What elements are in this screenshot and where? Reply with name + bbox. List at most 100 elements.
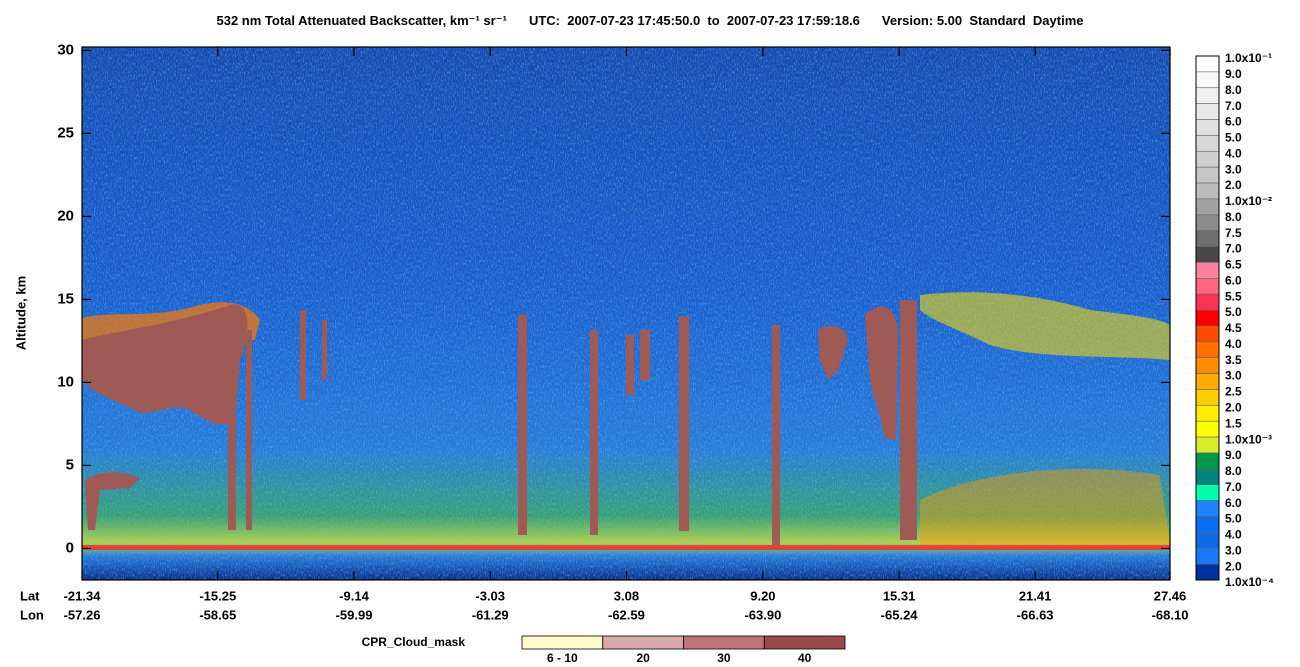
colorbar-cell [1195, 119, 1220, 136]
colorbar-label: 3.0 [1225, 162, 1242, 176]
colorbar-cell [1195, 373, 1220, 390]
colorbar-cell [1195, 341, 1220, 358]
colorbar-label: 6.0 [1225, 273, 1242, 287]
colorbar-cell [1195, 71, 1220, 89]
colorbar-label: 5.0 [1225, 131, 1242, 145]
colorbar-label: 1.5 [1225, 416, 1242, 430]
version: Version: 5.00 Standard Daytime [882, 13, 1084, 28]
colorbar-label: 5.0 [1225, 305, 1242, 319]
colorbar-cell [1195, 389, 1220, 406]
colorbar-label: 1.0x10⁻³ [1225, 432, 1272, 446]
colorbar-label: 7.0 [1225, 99, 1242, 113]
x2-tick-label: -59.99 [336, 607, 373, 622]
colorbar-cell [1195, 198, 1220, 216]
chart-title: 532 nm Total Attenuated Backscatter, km⁻… [217, 13, 507, 28]
cloud-mask-category: 20 [636, 651, 650, 665]
y-tick-label: 25 [57, 124, 74, 141]
x-axis-label: Lat [20, 588, 40, 603]
cloud-mask-columns [228, 300, 917, 545]
cloud-mask-swatch [763, 635, 846, 650]
x2-tick-label: -62.59 [608, 607, 645, 622]
cloud-mask-swatch [521, 635, 604, 650]
colorbar-label: 8.0 [1225, 464, 1242, 478]
colorbar-label: 3.5 [1225, 353, 1242, 367]
colorbar-label: 2.5 [1225, 385, 1242, 399]
x2-tick-label: -58.65 [199, 607, 236, 622]
colorbar-label: 8.0 [1225, 83, 1242, 97]
colorbar-cell [1195, 135, 1220, 152]
colorbar-cell [1195, 166, 1220, 184]
colorbar-label: 3.0 [1225, 543, 1242, 557]
colorbar-cell [1195, 55, 1220, 73]
colorbar-cell [1195, 357, 1220, 374]
cloud-mask-label: CPR_Cloud_mask [362, 635, 466, 649]
colorbar-label: 5.0 [1225, 512, 1242, 526]
colorbar-cell [1195, 246, 1220, 263]
colorbar-label: 4.0 [1225, 146, 1242, 160]
time-range: UTC: 2007-07-23 17:45:50.0 to 2007-07-23… [529, 13, 860, 28]
x-tick-label: 15.31 [883, 588, 916, 603]
cloud-mask-category: 6 - 10 [547, 651, 578, 665]
colorbar-cell [1195, 405, 1220, 422]
colorbar-cell [1195, 420, 1220, 438]
colorbar-label: 9.0 [1225, 448, 1242, 462]
colorbar-label: 7.0 [1225, 480, 1242, 494]
colorbar-label: 5.5 [1225, 289, 1242, 303]
colorbar-cell [1195, 262, 1220, 279]
cloud-mask-category: 30 [717, 651, 731, 665]
cloud-mask-region [82, 304, 248, 425]
y-tick-label: 30 [57, 41, 74, 58]
x2-tick-label: -68.10 [1152, 607, 1189, 622]
y-tick-label: 15 [57, 290, 74, 307]
backscatter-image [82, 47, 1170, 580]
colorbar-label: 1.0x10⁻² [1225, 194, 1272, 208]
colorbar-cell [1195, 278, 1220, 295]
x-tick-label: -15.25 [199, 588, 236, 603]
colorbar-cell [1195, 484, 1220, 501]
x-tick-label: -3.03 [475, 588, 505, 603]
colorbar-cell [1195, 436, 1220, 454]
colorbar-cell [1195, 150, 1220, 168]
colorbar-cell [1195, 309, 1220, 327]
colorbar-label: 6.0 [1225, 115, 1242, 129]
x2-tick-label: -65.24 [881, 607, 919, 622]
cloud-mask-swatch [683, 635, 765, 650]
colorbar-cell [1195, 325, 1220, 343]
colorbar-cell [1195, 452, 1220, 470]
colorbar-cell [1195, 516, 1220, 533]
colorbar-cell [1195, 103, 1220, 120]
colorbar-cell [1195, 500, 1220, 517]
x2-axis-label: Lon [20, 607, 44, 622]
x2-tick-label: -61.29 [472, 607, 509, 622]
cloud-mask-category: 40 [798, 651, 812, 665]
colorbar-cell [1195, 293, 1220, 311]
title-row: 532 nm Total Attenuated Backscatter, km⁻… [217, 13, 1084, 28]
x2-tick-label: -63.90 [744, 607, 781, 622]
colorbar-label: 2.0 [1225, 401, 1242, 415]
x-tick-label: -21.34 [64, 588, 102, 603]
colorbar-cell [1195, 532, 1220, 549]
y-axis-label: Altitude, km [13, 276, 28, 350]
y-tick-label: 20 [57, 207, 74, 224]
cirrus-layer [920, 292, 1170, 360]
x-tick-label: -9.14 [339, 588, 369, 603]
x2-tick-label: -66.63 [1017, 607, 1054, 622]
x2-tick-label: -57.26 [64, 607, 101, 622]
y-tick-label: 5 [66, 456, 74, 473]
colorbar-label: 9.0 [1225, 67, 1242, 81]
colorbar-cell [1195, 87, 1220, 104]
cloud-mask-swatch [602, 635, 684, 650]
surface-return [82, 545, 1170, 550]
colorbar-cell [1195, 563, 1220, 581]
colorbar-label: 4.0 [1225, 337, 1242, 351]
colorbar-frame [1195, 55, 1220, 581]
colorbar-label: 6.0 [1225, 496, 1242, 510]
colorbar-label: 3.0 [1225, 369, 1242, 383]
colorbar-label: 1.0x10⁻¹ [1225, 51, 1272, 65]
colorbar-label: 6.5 [1225, 258, 1242, 272]
colorbar-label: 7.5 [1225, 226, 1242, 240]
colorbar-label: 8.0 [1225, 210, 1242, 224]
colorbar-cell [1195, 182, 1220, 200]
